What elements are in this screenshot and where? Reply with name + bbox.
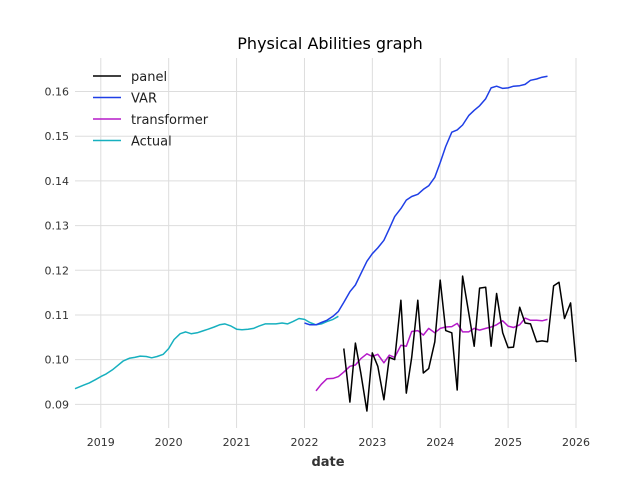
x-tick-label: 2020 [155,436,183,449]
y-tick-label: 0.12 [45,264,70,277]
y-tick-label: 0.14 [45,175,70,188]
x-tick-label: 2025 [494,436,522,449]
y-tick-label: 0.16 [45,86,70,99]
series-line-transformer [315,317,548,392]
grid [75,58,577,428]
y-tick-label: 0.13 [45,220,70,233]
x-tick-label: 2024 [426,436,454,449]
legend-label: VAR [131,92,157,107]
legend: panel VAR transformer Actual [93,70,209,150]
series-line-panel [343,275,577,412]
x-tick-label: 2021 [223,436,251,449]
legend-label: transformer [131,113,209,128]
series-lines [74,75,577,412]
series-line-var [304,75,548,326]
x-tick-label: 2022 [290,436,318,449]
x-tick-label: 2026 [562,436,590,449]
x-tick-label: 2019 [87,436,115,449]
x-tick-label: 2023 [358,436,386,449]
series-line-actual [74,315,339,390]
y-tick-label: 0.15 [45,130,70,143]
chart-title: Physical Abilities graph [237,34,422,53]
y-tick-label: 0.09 [45,398,70,411]
x-axis-label: date [311,455,344,470]
y-tick-label: 0.11 [45,309,70,322]
legend-label: Actual [131,135,172,150]
axes: 2019 2020 2021 2022 2023 2024 2025 2026 0.09 0.10… [45,86,591,449]
legend-label: panel [131,70,167,85]
y-tick-label: 0.10 [45,354,70,367]
